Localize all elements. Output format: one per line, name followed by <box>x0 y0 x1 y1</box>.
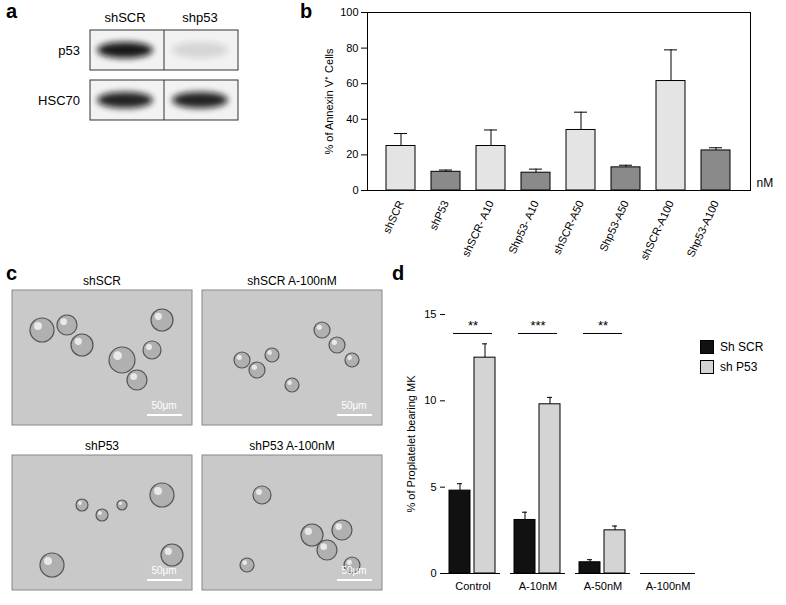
svg-text:**: ** <box>468 318 478 333</box>
svg-text:20: 20 <box>346 148 358 160</box>
html-text:d: d <box>392 262 405 284</box>
svg-text:15: 15 <box>424 308 436 320</box>
html-text:sh P53: sh P53 <box>720 360 758 374</box>
svg-text:shP53: shP53 <box>427 198 451 231</box>
svg-text:% of Proplatelet bearing MK: % of Proplatelet bearing MK <box>405 375 417 513</box>
svg-text:50μm: 50μm <box>341 565 366 576</box>
svg-text:shSCR: shSCR <box>104 10 145 25</box>
svg-text:shP53: shP53 <box>85 439 119 453</box>
svg-text:10: 10 <box>424 394 436 406</box>
svg-text:Shp53-A100: Shp53-A100 <box>684 198 721 259</box>
svg-text:80: 80 <box>346 42 358 54</box>
svg-text:% of Annexin V⁺ Cells: % of Annexin V⁺ Cells <box>323 48 335 155</box>
svg-text:shSCR A-100nM: shSCR A-100nM <box>247 274 336 288</box>
svg-text:shp53: shp53 <box>182 10 217 25</box>
html-text:b: b <box>300 0 313 22</box>
html-text:a: a <box>6 0 18 22</box>
svg-text:Shp53-A50: Shp53-A50 <box>597 198 631 253</box>
svg-text:Control: Control <box>455 580 490 592</box>
svg-text:p53: p53 <box>58 43 80 58</box>
svg-text:50μm: 50μm <box>151 400 176 411</box>
svg-text:shSCR-A50: shSCR-A50 <box>551 198 586 256</box>
svg-text:shSCR-A100: shSCR-A100 <box>638 198 676 261</box>
svg-text:**: ** <box>598 318 608 333</box>
svg-text:0: 0 <box>352 184 358 196</box>
svg-text:shSCR: shSCR <box>83 274 121 288</box>
svg-text:50μm: 50μm <box>151 565 176 576</box>
svg-text:nM: nM <box>757 176 774 190</box>
svg-text:shSCR- A10: shSCR- A10 <box>460 198 496 258</box>
svg-text:100: 100 <box>340 6 358 18</box>
svg-text:A-100nM: A-100nM <box>646 580 691 592</box>
svg-text:A-50nM: A-50nM <box>584 580 623 592</box>
svg-text:5: 5 <box>430 481 436 493</box>
svg-text:0: 0 <box>430 567 436 579</box>
html-text:Sh SCR: Sh SCR <box>720 340 764 354</box>
svg-text:shP53 A-100nM: shP53 A-100nM <box>249 439 334 453</box>
svg-text:60: 60 <box>346 77 358 89</box>
svg-text:40: 40 <box>346 113 358 125</box>
svg-text:50μm: 50μm <box>341 400 366 411</box>
svg-text:***: *** <box>530 318 545 333</box>
svg-text:A-10nM: A-10nM <box>519 580 558 592</box>
svg-text:shSCR: shSCR <box>380 198 406 235</box>
svg-text:HSC70: HSC70 <box>38 93 80 108</box>
svg-text:Shp53- A10: Shp53- A10 <box>506 198 541 255</box>
html-text:c: c <box>6 262 18 284</box>
